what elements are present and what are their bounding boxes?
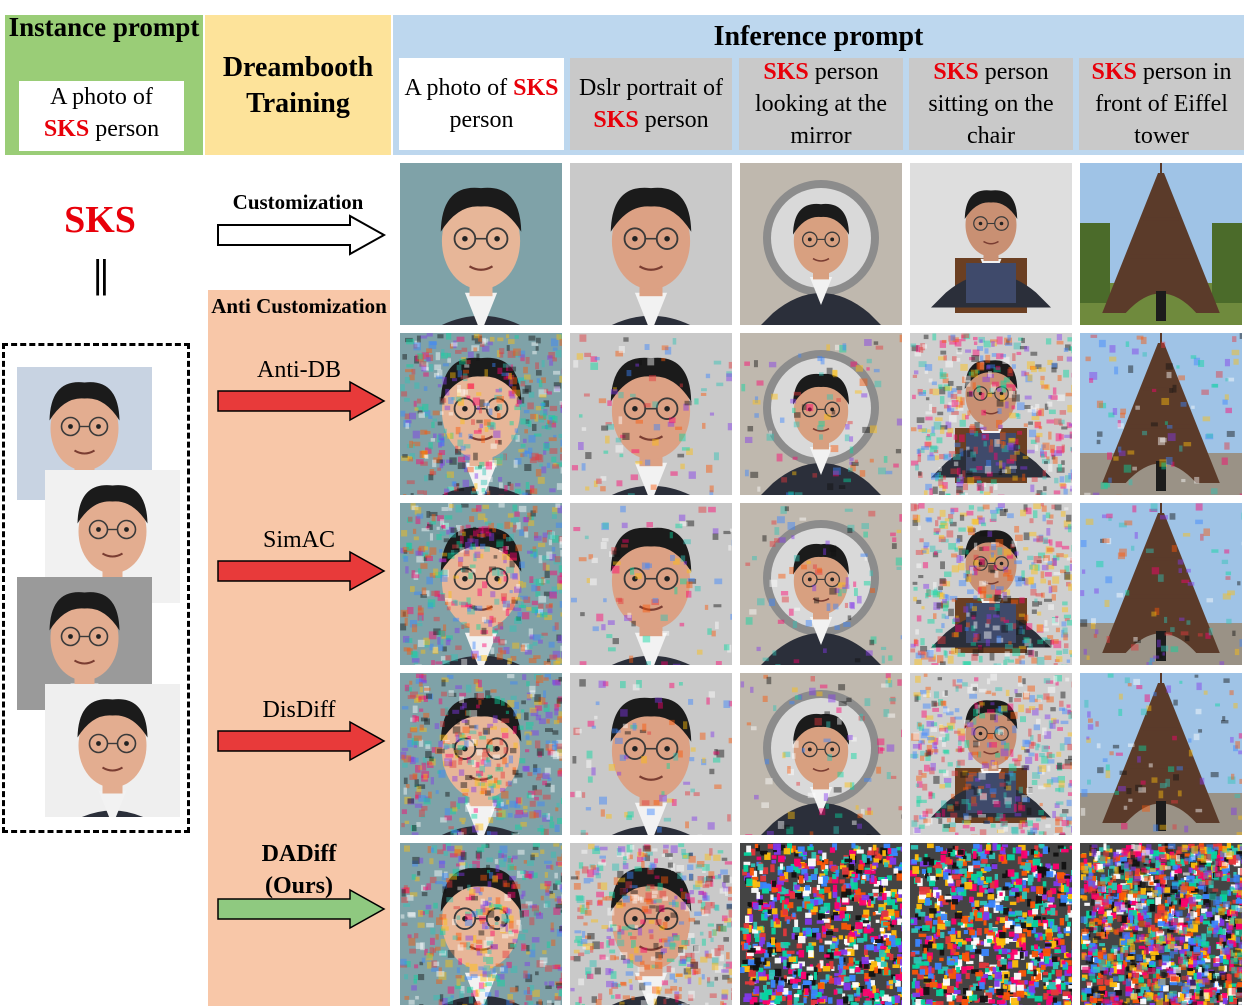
prompt-post: person in front of Eiffel tower (1095, 59, 1232, 149)
training-images-box (2, 343, 190, 833)
instance-prompt-box: A photo of SKS person (19, 81, 184, 151)
customization-arrow (217, 214, 387, 256)
prompt-pre: A photo of (404, 75, 514, 101)
method-label-4: DADiff (Ours) (261, 841, 337, 899)
result-image-r1-c3 (740, 163, 902, 325)
result-image-r3-c1 (400, 503, 562, 665)
result-image-r4-c1 (400, 673, 562, 835)
training-image-4 (45, 684, 180, 817)
customization-label: Customization (232, 190, 364, 214)
method-arrow-4 (217, 888, 386, 930)
prompt-pre: Dslr portrait of (579, 75, 723, 101)
prompt-sks: SKS (1091, 59, 1137, 85)
result-image-r4-c2 (570, 673, 732, 835)
result-image-r3-c3 (740, 503, 902, 665)
result-image-r5-c2 (570, 843, 732, 1005)
result-image-r2-c1 (400, 333, 562, 495)
sks-token: SKS (64, 199, 136, 241)
inference-prompt-4: SKS person sitting on the chair (909, 58, 1073, 150)
prompt-post: person sitting on the chair (928, 59, 1054, 149)
result-image-r4-c4 (910, 673, 1072, 835)
inference-prompt-2: Dslr portrait of SKS person (570, 58, 732, 150)
inference-prompt-text: SKS person in front of Eiffel tower (1079, 56, 1244, 152)
method-arrow-2 (217, 550, 386, 592)
inference-prompt-text: A photo of SKS person (399, 72, 564, 136)
instance-prompt-sks: SKS (43, 116, 90, 142)
method-label-3: DisDiff (262, 697, 336, 723)
inference-prompt-text: SKS person looking at the mirror (739, 56, 903, 152)
result-image-r2-c4 (910, 333, 1072, 495)
inference-prompt-3: SKS person looking at the mirror (739, 58, 903, 150)
result-image-r5-c5 (1080, 843, 1242, 1005)
result-image-r4-c3 (740, 673, 902, 835)
result-image-r5-c4 (910, 843, 1072, 1005)
prompt-sks: SKS (933, 59, 979, 85)
instance-prompt-post: person (95, 116, 160, 142)
method-arrow-3 (217, 720, 386, 762)
result-image-r1-c5 (1080, 163, 1242, 325)
result-image-r5-c3 (740, 843, 902, 1005)
result-image-r3-c5 (1080, 503, 1242, 665)
result-image-r2-c2 (570, 333, 732, 495)
inference-prompt-text: Dslr portrait of SKS person (570, 72, 732, 136)
result-image-r3-c4 (910, 503, 1072, 665)
prompt-post: person (638, 107, 709, 133)
dreambooth-training-title: Dreambooth Training (222, 52, 374, 119)
equals-sign: || (93, 251, 109, 296)
method-label-1: Anti-DB (257, 357, 341, 383)
prompt-sks: SKS (763, 59, 809, 85)
result-image-r1-c2 (570, 163, 732, 325)
prompt-sks: SKS (513, 75, 559, 101)
method-arrow-1 (217, 380, 386, 422)
inference-prompt-title: Inference prompt (713, 21, 924, 52)
method-label-2: SimAC (262, 527, 336, 553)
result-image-r5-c1 (400, 843, 562, 1005)
prompt-sks: SKS (593, 107, 639, 133)
result-image-r2-c5 (1080, 333, 1242, 495)
result-image-r2-c3 (740, 333, 902, 495)
anti-customization-title: Anti Customization (211, 294, 387, 318)
result-image-r3-c2 (570, 503, 732, 665)
instance-prompt-pre: A photo of (50, 84, 153, 110)
result-image-r1-c4 (910, 163, 1072, 325)
instance-prompt-title: Instance prompt (8, 12, 200, 42)
dreambooth-training-panel (205, 15, 391, 155)
inference-prompt-1: A photo of SKS person (399, 58, 564, 150)
prompt-post: person looking at the mirror (755, 59, 887, 149)
result-image-r4-c5 (1080, 673, 1242, 835)
result-image-r1-c1 (400, 163, 562, 325)
prompt-post: person (449, 107, 514, 133)
inference-prompt-5: SKS person in front of Eiffel tower (1079, 58, 1244, 150)
inference-prompt-text: SKS person sitting on the chair (909, 56, 1073, 152)
